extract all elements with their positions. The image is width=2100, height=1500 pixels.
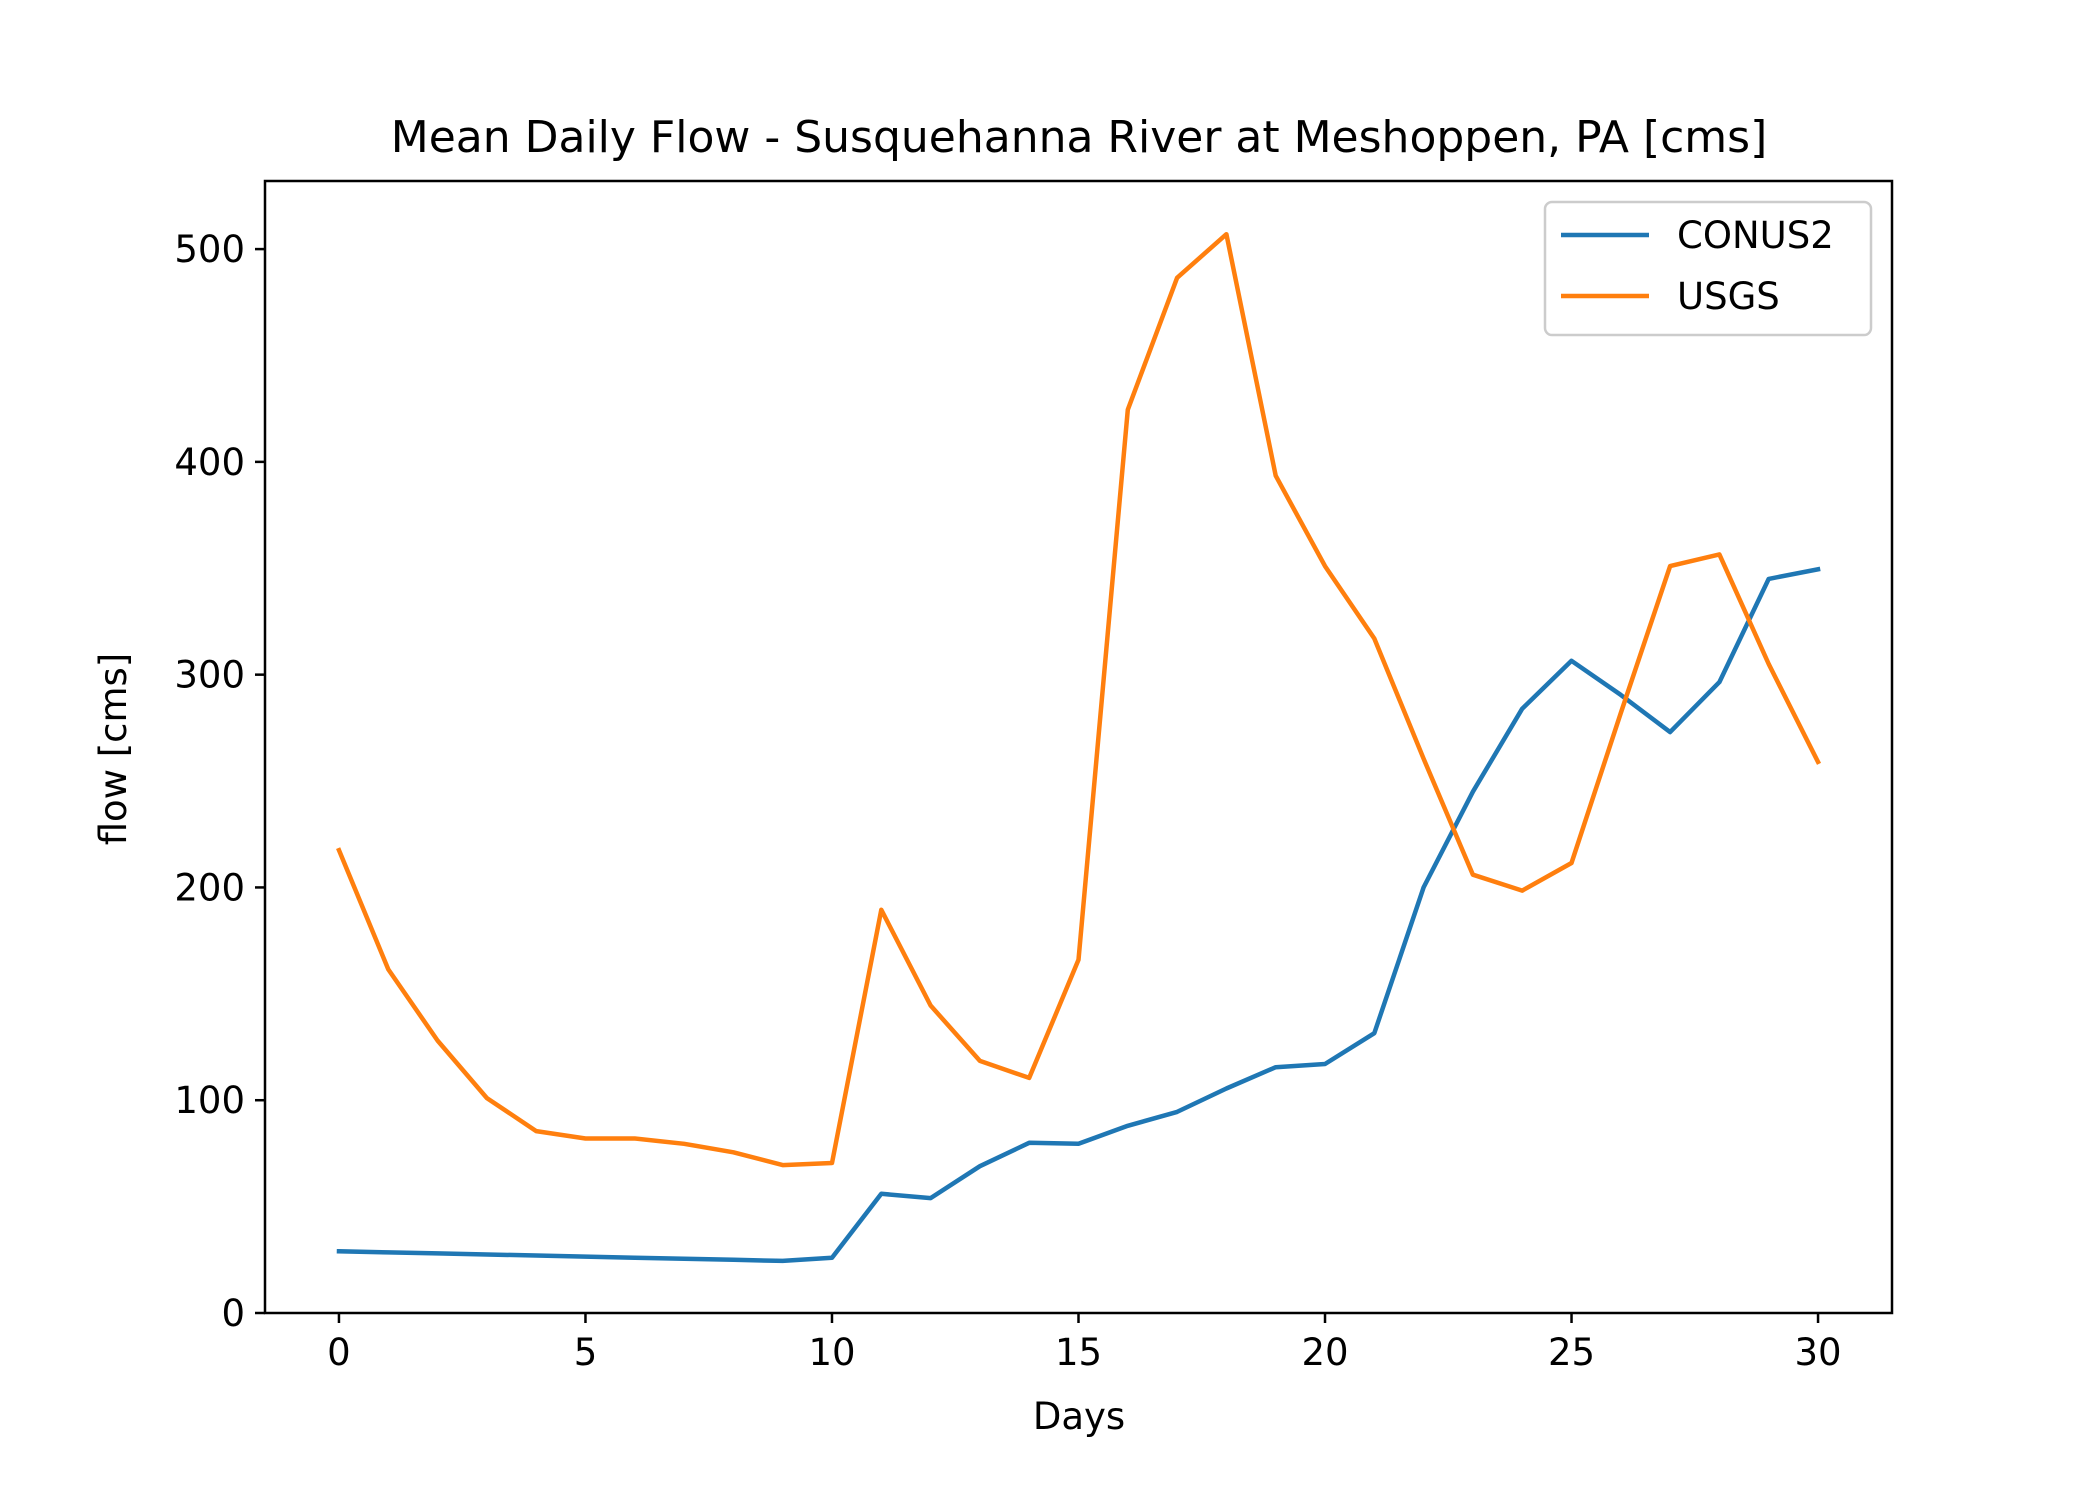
x-axis-label: Days [1033,1395,1125,1438]
y-axis-label: flow [cms] [92,653,135,846]
y-tick-label: 200 [174,866,245,909]
x-tick-label: 20 [1301,1331,1348,1374]
x-tick-label: 0 [327,1331,351,1374]
y-axis: 0 100 200 300 400 500 [174,228,265,1335]
y-tick-label: 0 [221,1292,245,1335]
y-tick-label: 500 [174,228,245,271]
x-axis: 0 5 10 15 20 25 30 [327,1313,1842,1374]
legend-label-conus2: CONUS2 [1677,214,1834,257]
series-line-conus2 [336,566,1821,1264]
series-layer [336,231,1822,1264]
x-tick-label: 5 [574,1331,598,1374]
x-tick-label: 10 [808,1331,855,1374]
y-tick-label: 300 [174,654,245,697]
x-tick-label: 30 [1794,1331,1841,1374]
x-tick-label: 25 [1548,1331,1595,1374]
series-line-usgs [336,231,1822,1168]
legend-label-usgs: USGS [1677,275,1780,318]
legend: CONUS2 USGS [1543,200,1873,337]
y-tick-label: 400 [174,441,245,484]
y-tick-label: 100 [174,1079,245,1122]
chart-title: Mean Daily Flow - Susquehanna River at M… [391,112,1768,163]
x-tick-label: 15 [1055,1331,1102,1374]
